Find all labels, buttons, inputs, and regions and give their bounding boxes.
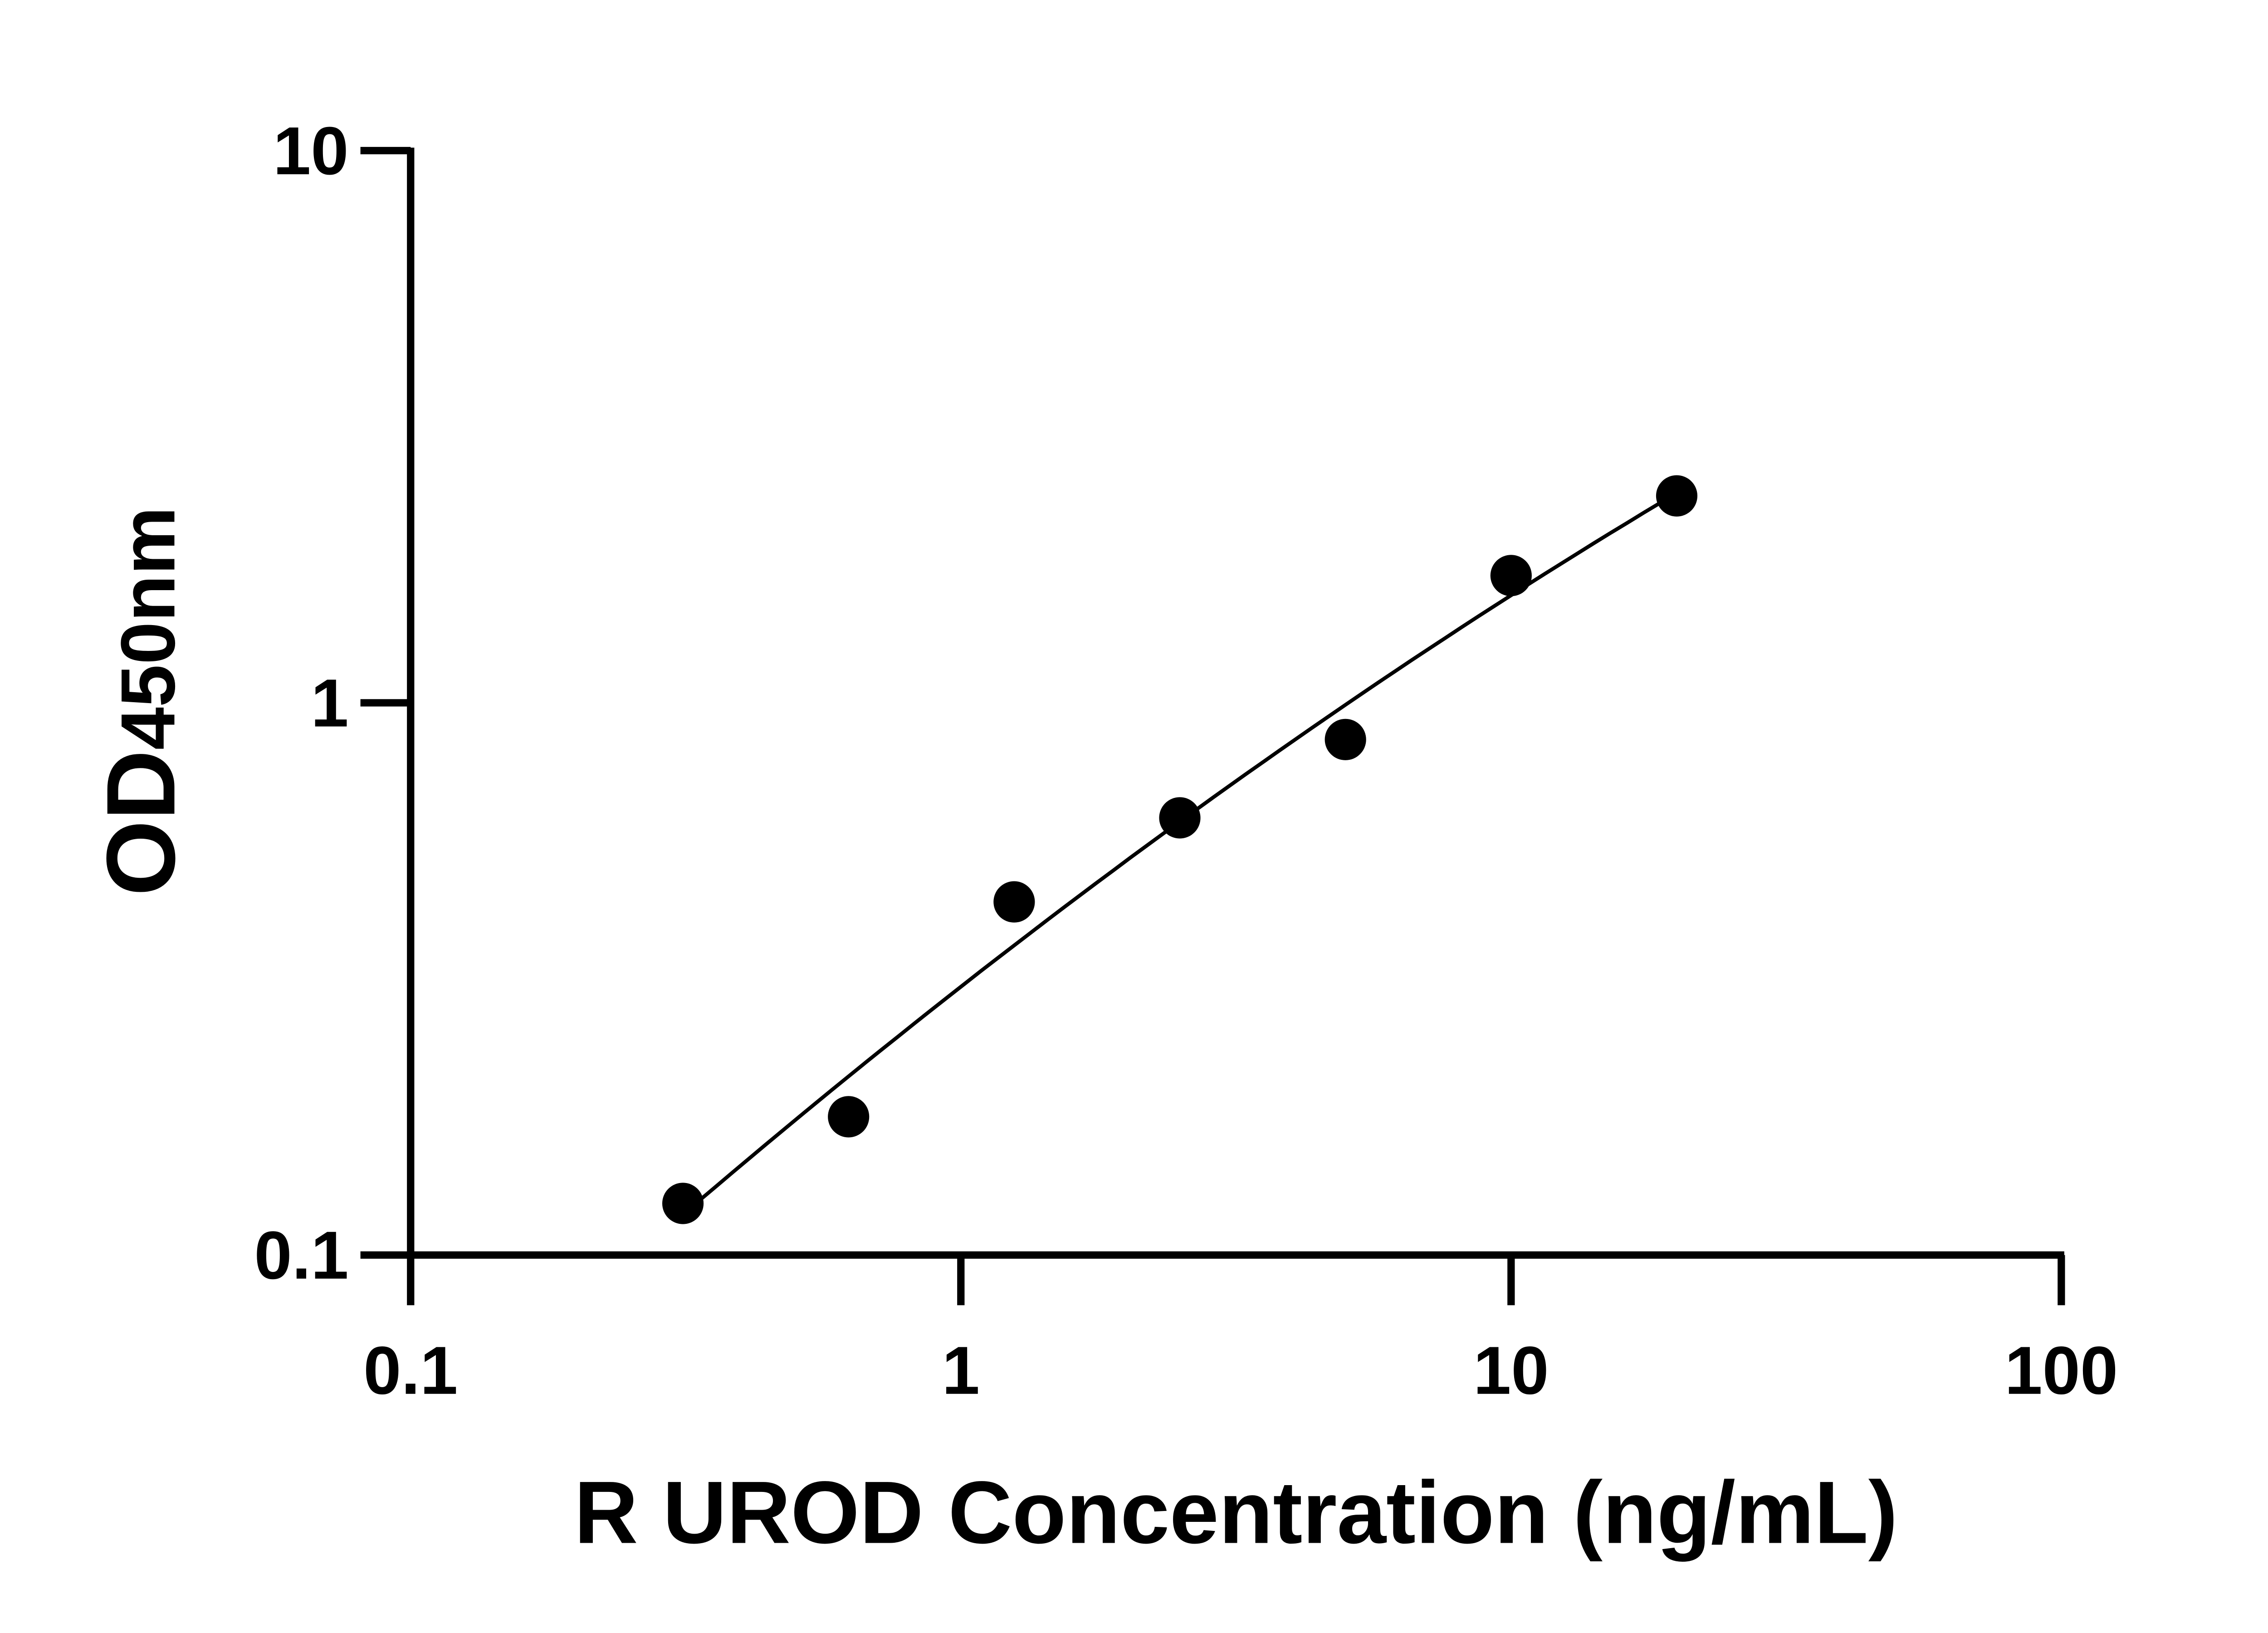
data-point — [1490, 555, 1532, 596]
y-ticks: 0.1 1 10 — [254, 112, 411, 1293]
y-tick-label: 1 — [311, 665, 348, 741]
data-points — [662, 475, 1698, 1224]
axes — [407, 147, 2064, 1259]
y-tick-label: 0.1 — [254, 1217, 348, 1293]
data-point — [662, 1183, 704, 1224]
x-tick-label: 1 — [942, 1332, 980, 1408]
data-point — [828, 1096, 870, 1138]
x-tick-label: 0.1 — [363, 1332, 458, 1408]
data-point — [1325, 719, 1366, 760]
y-axis-label: OD450nm — [86, 507, 195, 896]
data-point — [993, 881, 1035, 923]
y-axis-label-sub: 450nm — [105, 507, 191, 750]
y-tick-label: 10 — [273, 112, 349, 189]
x-axis-label: R UROD Concentration (ng/mL) — [574, 1463, 1898, 1562]
x-tick-label: 100 — [2004, 1332, 2118, 1408]
y-axis-label-main: OD — [86, 750, 195, 896]
data-point — [1159, 797, 1201, 839]
x-ticks: 0.1 1 10 100 — [363, 1255, 2118, 1408]
data-point — [1656, 475, 1698, 517]
x-tick-label: 10 — [1473, 1332, 1549, 1408]
